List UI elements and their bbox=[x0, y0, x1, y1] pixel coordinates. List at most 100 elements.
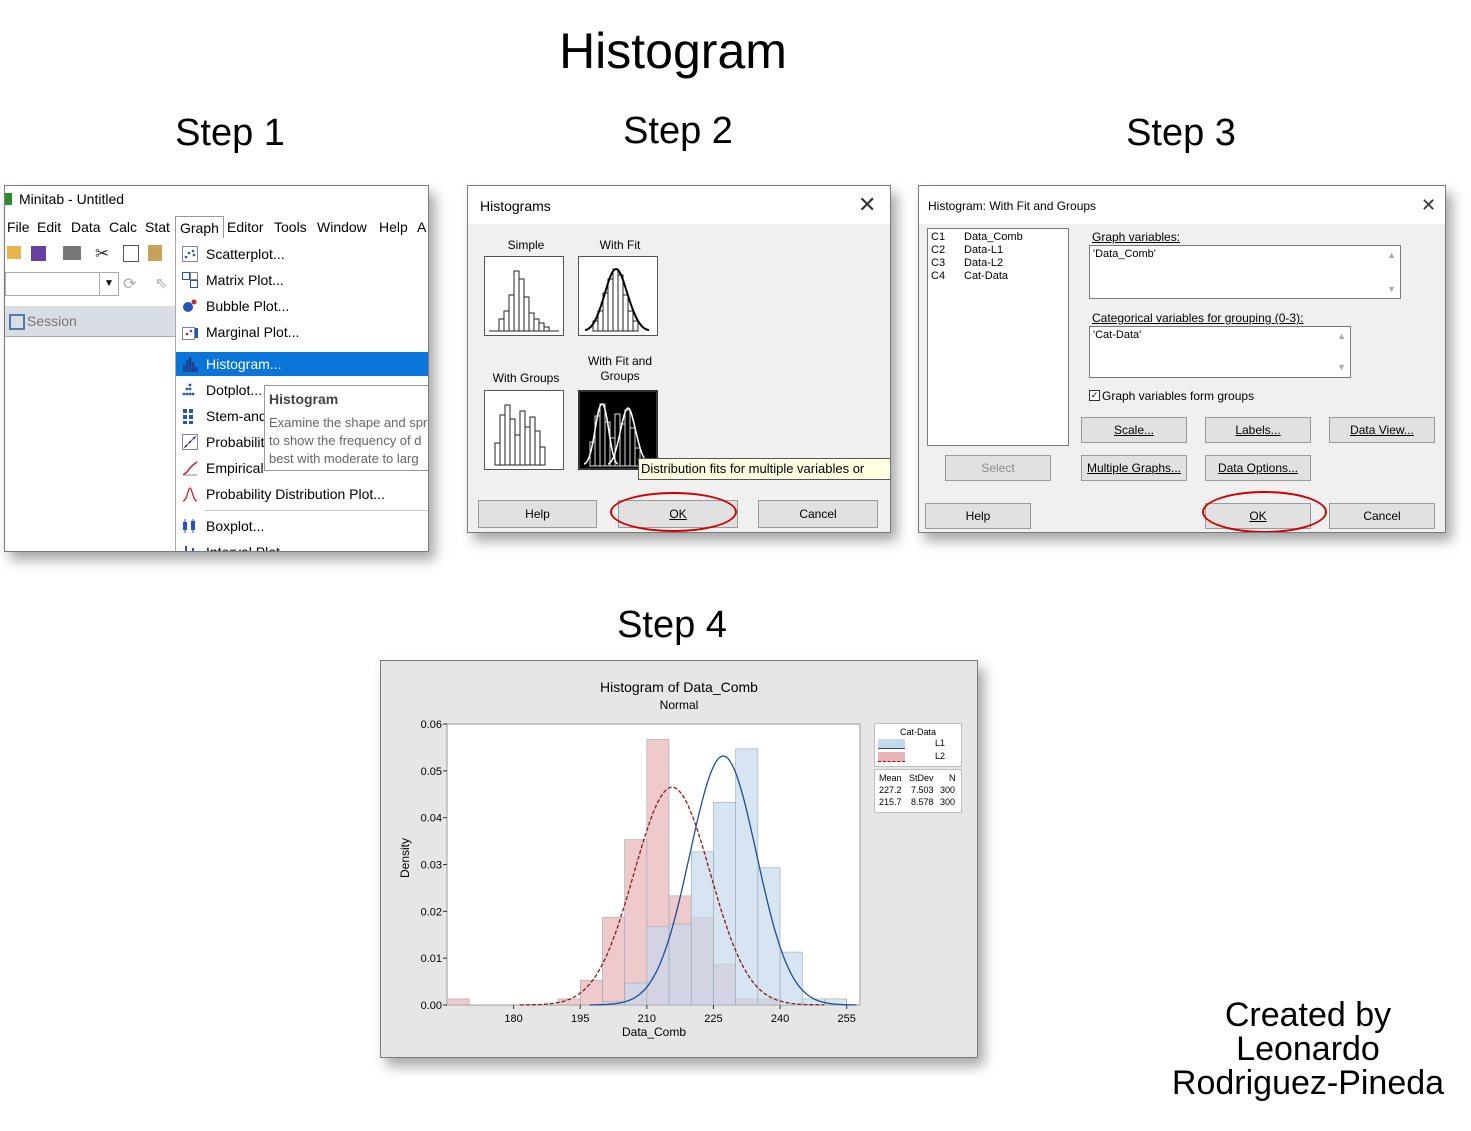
histogram-bar-l2 bbox=[602, 917, 625, 1006]
option-with-groups[interactable] bbox=[484, 390, 564, 470]
menu-item-matrix-plot[interactable]: Matrix Plot... bbox=[176, 268, 428, 292]
step-3-heading: Step 3 bbox=[1126, 112, 1236, 154]
paste-icon[interactable] bbox=[148, 245, 162, 261]
stats-l2-stdev: 8.578 bbox=[911, 797, 934, 807]
menu-more[interactable]: A bbox=[417, 219, 427, 235]
menu-data[interactable]: Data bbox=[71, 219, 101, 235]
menu-help[interactable]: Help bbox=[379, 219, 408, 235]
multiple-graphs-button[interactable]: Multiple Graphs... bbox=[1081, 455, 1187, 481]
histogram-bar-l2 bbox=[624, 839, 648, 1006]
menu-item-probability-plot[interactable]: Probabilit bbox=[176, 430, 428, 454]
cut-icon[interactable]: ✂ bbox=[95, 244, 110, 263]
help-button[interactable]: Help bbox=[478, 500, 597, 528]
cancel-button[interactable]: Cancel bbox=[758, 500, 878, 528]
menu-editor[interactable]: Editor bbox=[227, 219, 264, 235]
menu-item-label: Marginal Plot... bbox=[206, 324, 300, 340]
scroll-down-icon[interactable]: ▼ bbox=[1337, 362, 1346, 372]
y-tick-label: 0.03 bbox=[421, 860, 442, 872]
open-icon[interactable] bbox=[7, 246, 21, 259]
option-with-fit-groups-label-line2: Groups bbox=[600, 369, 640, 383]
menu-item-boxplot[interactable]: Boxplot... bbox=[176, 514, 428, 538]
column-item[interactable]: C1 Data_Comb bbox=[931, 231, 1023, 243]
graph-variables-groups-checkbox[interactable]: ✓ bbox=[1089, 390, 1100, 401]
stats-l1-mean: 227.2 bbox=[879, 785, 902, 795]
data-view-button[interactable]: Data View... bbox=[1329, 417, 1435, 443]
option-with-groups-label: With Groups bbox=[492, 371, 560, 385]
labels-button[interactable]: Labels... bbox=[1205, 417, 1311, 443]
stats-header-n: N bbox=[949, 773, 956, 783]
column-name: Data_Comb bbox=[964, 231, 1023, 243]
menu-item-probability-distribution-plot[interactable]: Probability Distribution Plot... bbox=[176, 482, 428, 506]
session-tab[interactable]: Session bbox=[5, 306, 175, 337]
stats-header-stdev: StDev bbox=[909, 773, 934, 783]
minitab-titlebar: Minitab - Untitled bbox=[5, 186, 428, 212]
stats-l1-stdev: 7.503 bbox=[911, 785, 934, 795]
menu-item-bubble-plot[interactable]: Bubble Plot... bbox=[176, 294, 428, 318]
column-item[interactable]: C3 Data-L2 bbox=[931, 257, 1003, 269]
select-button[interactable]: Select bbox=[945, 455, 1051, 481]
option-with-fit[interactable] bbox=[578, 256, 658, 336]
menu-stat[interactable]: Stat bbox=[145, 219, 170, 235]
toolbar-combobox[interactable]: ▼ bbox=[5, 272, 119, 296]
ok-highlight-circle bbox=[1202, 491, 1327, 532]
copy-icon[interactable] bbox=[123, 245, 139, 262]
stats-l2-mean: 215.7 bbox=[879, 797, 902, 807]
ok-highlight-circle bbox=[610, 492, 737, 532]
option-simple[interactable] bbox=[484, 256, 564, 336]
categorical-variables-input[interactable]: 'Cat-Data' ▲ ▼ bbox=[1089, 326, 1351, 378]
histogram-bar-l1 bbox=[624, 982, 648, 1006]
session-label: Session bbox=[27, 313, 77, 329]
column-id: C3 bbox=[931, 257, 946, 269]
chart-subtitle: Normal bbox=[659, 698, 699, 712]
close-icon[interactable]: ✕ bbox=[858, 192, 877, 217]
pointer-icon[interactable]: ⇖ bbox=[155, 275, 168, 292]
scroll-up-icon[interactable]: ▲ bbox=[1387, 250, 1396, 260]
column-item[interactable]: C2 Data-L1 bbox=[931, 244, 1003, 256]
menu-window[interactable]: Window bbox=[317, 219, 367, 235]
option-with-fit-and-groups[interactable] bbox=[578, 390, 658, 470]
scatterplot-icon bbox=[182, 246, 198, 262]
histogram-bar-l1 bbox=[779, 951, 803, 1006]
menu-item-empirical-cdf[interactable]: Empirical bbox=[176, 456, 428, 480]
menu-item-stem-and-leaf[interactable]: Stem-and bbox=[176, 404, 428, 428]
histogram-icon bbox=[183, 357, 198, 372]
menu-item-dotplot[interactable]: Dotplot... bbox=[176, 378, 428, 402]
scale-button[interactable]: Scale... bbox=[1081, 417, 1187, 443]
with-fit-groups-dialog: Histogram: With Fit and Groups ✕ C1 Data_… bbox=[918, 185, 1446, 533]
menu-file[interactable]: File bbox=[7, 219, 30, 235]
menu-edit[interactable]: Edit bbox=[37, 219, 62, 235]
tooltip-line-3: best with moderate to larg bbox=[269, 451, 419, 466]
page-title: Histogram bbox=[559, 23, 787, 79]
menu-tools[interactable]: Tools bbox=[274, 219, 307, 235]
menu-graph[interactable]: Graph bbox=[175, 216, 224, 239]
help-button[interactable]: Help bbox=[925, 503, 1031, 529]
close-icon[interactable]: ✕ bbox=[1421, 195, 1437, 215]
scroll-up-icon[interactable]: ▲ bbox=[1337, 331, 1346, 341]
menubar: File Edit Data Calc Stat Graph Editor To… bbox=[5, 212, 428, 239]
boxplot-icon bbox=[183, 519, 195, 533]
menu-item-marginal-plot[interactable]: Marginal Plot... bbox=[176, 320, 428, 344]
cancel-button[interactable]: Cancel bbox=[1329, 503, 1435, 529]
menu-item-interval-plot[interactable]: Interval Plot bbox=[176, 540, 428, 551]
legend-swatch-l2 bbox=[878, 752, 905, 762]
menu-calc[interactable]: Calc bbox=[109, 219, 138, 235]
graph-variables-input[interactable]: 'Data_Comb' ▲ ▼ bbox=[1089, 245, 1401, 299]
menu-item-label: Boxplot... bbox=[206, 518, 265, 534]
histogram-bar-l1 bbox=[713, 801, 736, 1006]
legend-swatch-l1 bbox=[878, 739, 905, 749]
data-options-button[interactable]: Data Options... bbox=[1205, 455, 1311, 481]
menu-item-scatterplot[interactable]: Scatterplot... bbox=[176, 242, 428, 266]
credit-line-3: Rodriguez-Pineda bbox=[1171, 1064, 1445, 1102]
tooltip-title: Histogram bbox=[269, 391, 339, 407]
x-tick-label: 255 bbox=[837, 1013, 855, 1025]
tooltip-line-2: to show the frequency of d bbox=[269, 433, 422, 448]
save-icon[interactable] bbox=[31, 246, 46, 261]
column-item[interactable]: C4 Cat-Data bbox=[931, 270, 1008, 282]
print-icon[interactable] bbox=[63, 246, 81, 260]
chevron-down-icon[interactable]: ▼ bbox=[99, 273, 118, 295]
checkbox-label: Graph variables form groups bbox=[1102, 389, 1255, 403]
menu-divider bbox=[204, 510, 428, 511]
menu-item-histogram[interactable]: Histogram... bbox=[176, 352, 428, 376]
refresh-icon[interactable]: ⟳ bbox=[123, 276, 137, 293]
scroll-down-icon[interactable]: ▼ bbox=[1387, 284, 1396, 294]
